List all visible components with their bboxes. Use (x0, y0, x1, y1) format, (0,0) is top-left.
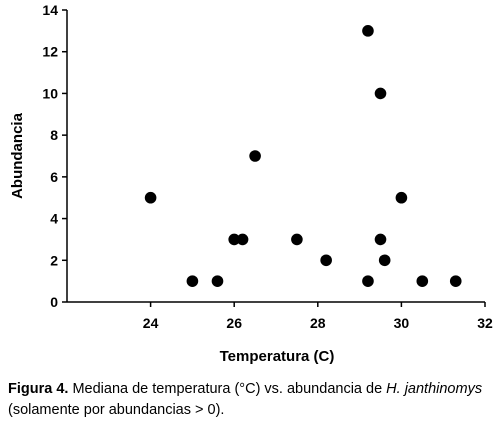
data-point (449, 275, 462, 287)
y-tick-label: 14 (42, 2, 58, 18)
data-point (374, 233, 387, 246)
data-point (186, 275, 199, 287)
caption-text-after: (solamente por abundancias > 0). (8, 402, 225, 418)
y-tick-label: 12 (42, 44, 58, 60)
y-axis-title: Abundancia (9, 112, 26, 198)
y-tick-label: 4 (50, 211, 58, 227)
data-point (320, 254, 332, 267)
data-point (416, 275, 429, 287)
data-point (395, 191, 408, 204)
x-tick-label: 30 (394, 315, 410, 331)
data-point (228, 233, 240, 246)
x-axis: 24 26 28 30 32 (67, 301, 493, 331)
y-axis: 0 2 4 6 8 10 12 14 (42, 2, 68, 310)
x-tick-label: 24 (143, 315, 159, 331)
data-point (378, 254, 391, 267)
x-tick-label: 26 (226, 315, 242, 331)
x-axis-title: Temperatura (C) (220, 348, 335, 365)
caption-text-before: Mediana de temperatura (°C) vs. abundanc… (68, 381, 387, 397)
data-point (374, 87, 387, 100)
data-point (362, 25, 374, 37)
data-point (249, 150, 261, 162)
y-tick-label: 0 (50, 294, 58, 310)
data-point (236, 233, 249, 246)
data-point (211, 275, 224, 287)
data-point (291, 233, 303, 246)
x-tick-label: 32 (477, 315, 493, 331)
data-points (144, 25, 462, 287)
y-tick-label: 2 (50, 252, 58, 268)
figure-caption: Figura 4. Mediana de temperatura (°C) vs… (8, 379, 494, 421)
x-tick-label: 28 (310, 315, 326, 331)
caption-species: H. janthinomys (386, 381, 483, 397)
caption-label: Figura 4. (8, 381, 69, 397)
data-point (144, 191, 157, 204)
y-tick-label: 10 (42, 85, 58, 101)
y-tick-label: 8 (50, 127, 58, 143)
data-point (362, 275, 374, 287)
y-tick-label: 6 (50, 169, 58, 185)
